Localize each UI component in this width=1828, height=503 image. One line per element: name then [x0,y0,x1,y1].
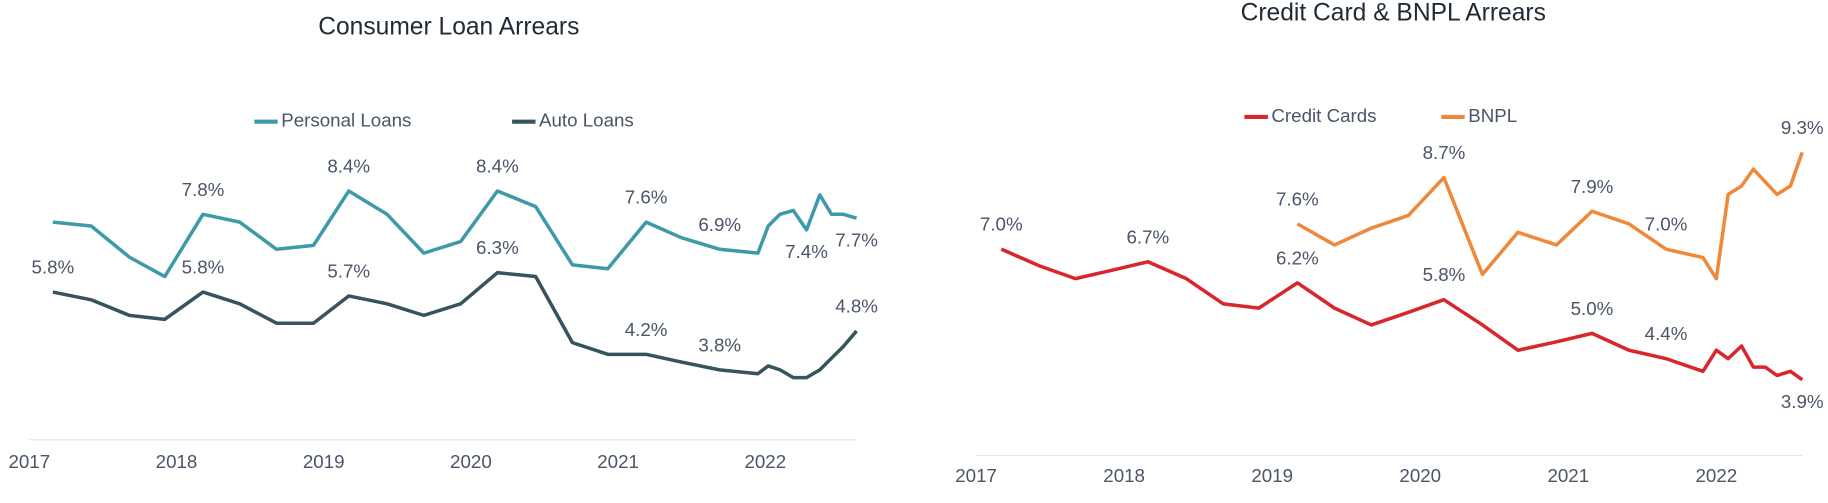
data-label: 6.2% [1276,247,1319,268]
data-label: 9.3% [1781,117,1824,138]
series-line [1000,247,1804,382]
data-label: 6.3% [476,237,519,258]
series-line [1296,151,1804,281]
legend-label: Personal Loans [281,110,411,131]
data-label: 5.0% [1571,298,1614,319]
x-tick-label: 2020 [450,451,492,472]
series-line [52,189,858,279]
x-tick-label: 2018 [1103,465,1145,486]
data-label: 5.8% [1423,264,1466,285]
series-line [52,270,858,380]
x-tick-label: 2019 [303,451,345,472]
legend-label: Credit Cards [1271,105,1376,126]
data-label: 5.8% [182,257,225,278]
data-label: 7.0% [1645,214,1688,235]
data-label: 4.8% [835,296,878,317]
data-label: 7.6% [1276,188,1319,209]
data-label: 5.7% [327,261,370,282]
data-label: 4.4% [1645,323,1688,344]
x-tick-label: 2019 [1251,465,1293,486]
data-label: 7.0% [980,214,1023,235]
data-label: 7.4% [785,241,828,262]
data-label: 3.8% [698,334,741,355]
data-label: 5.8% [31,257,74,278]
data-label: 3.9% [1781,391,1824,412]
x-tick-label: 2017 [955,465,997,486]
data-label: 8.4% [476,156,519,177]
data-label: 7.6% [625,187,668,208]
legend-label: BNPL [1468,105,1517,126]
legend-label: Auto Loans [539,110,634,131]
x-tick-label: 2020 [1399,465,1441,486]
data-label: 7.7% [835,230,878,251]
data-label: 4.2% [625,319,668,340]
x-tick-label: 2017 [8,451,50,472]
data-label: 7.9% [1571,176,1614,197]
data-label: 6.9% [698,214,741,235]
x-tick-label: 2022 [744,451,786,472]
chart-title: Credit Card & BNPL Arrears [1241,0,1546,27]
x-tick-label: 2021 [597,451,639,472]
data-label: 7.8% [182,179,225,200]
x-tick-label: 2021 [1547,465,1589,486]
data-label: 6.7% [1126,226,1169,247]
x-tick-label: 2018 [156,451,198,472]
data-label: 8.4% [327,156,370,177]
chart-title: Consumer Loan Arrears [318,14,579,41]
x-tick-label: 2022 [1696,465,1738,486]
data-label: 8.7% [1423,142,1466,163]
